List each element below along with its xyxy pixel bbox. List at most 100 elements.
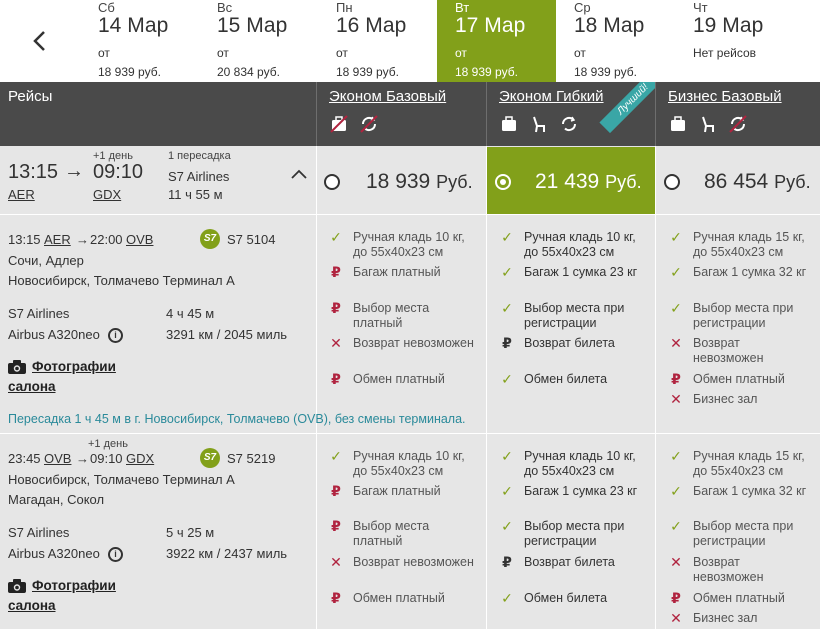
date-tab-1[interactable]: Вс 15 Мар от 20 834 руб. (199, 0, 318, 82)
feature-item: ✓ Багаж 1 сумка 23 кг (501, 483, 638, 499)
segment-airline: S7 Airlines (8, 525, 70, 540)
chevron-up-icon[interactable] (290, 168, 308, 180)
segment-arr-code[interactable]: GDX (126, 451, 155, 466)
feature-item: ✕ Возврат невозможен (670, 554, 764, 585)
aircraft: Airbus A320neo (8, 327, 100, 342)
feature-item: ₽ Обмен платный (331, 372, 478, 387)
segment-distance: 3291 км / 2045 миль (166, 327, 288, 342)
date-bar: Сб 14 Мар от 18 939 руб. Вс 15 Мар от 20… (0, 0, 820, 82)
check-icon: ✓ (670, 300, 682, 316)
check-icon: ✓ (501, 518, 513, 534)
from-city: Сочи, Адлер (8, 253, 84, 268)
divider (316, 82, 317, 146)
best-badge: Лучший! (599, 82, 655, 134)
check-icon: ✓ (501, 264, 513, 280)
check-icon: ✓ (501, 590, 513, 606)
segment-arr-code[interactable]: OVB (126, 232, 154, 247)
fare-title[interactable]: Бизнес Базовый (668, 88, 782, 105)
arrival-time: 09:10 (93, 161, 144, 183)
fare-header: Рейсы Эконом Базовый Эконом Гибкий Лучши… (0, 82, 820, 146)
to-city: Новосибирск, Толмачево Терминал А (8, 273, 235, 288)
fare-economy-basic[interactable]: Эконом Базовый (317, 82, 486, 146)
day-from: от (98, 46, 110, 60)
selected-fare-cell (487, 147, 655, 214)
segment-duration: 4 ч 45 м (166, 306, 215, 321)
fare-radio-economy-basic[interactable] (324, 174, 340, 190)
cabin-photos-link[interactable]: Фотографии салона (8, 578, 116, 613)
arrow-right-icon: → (76, 232, 89, 247)
date-tab-0[interactable]: Сб 14 Мар от 18 939 руб. (80, 0, 199, 82)
day-price: 18 939 руб. (98, 65, 161, 79)
feature-item: ✕ Возврат невозможен (330, 554, 474, 570)
day-price: 18 939 руб. (574, 65, 637, 79)
flights-header: Рейсы (0, 82, 316, 146)
check-icon: ✓ (501, 229, 513, 245)
feature-item: ✓ Ручная кладь 10 кг, до 55х40х23 см (330, 229, 465, 260)
aircraft: Airbus A320neo (8, 546, 100, 561)
ruble-icon: ₽ (502, 335, 512, 351)
feature-item: ✓ Ручная кладь 15 кг, до 55х40х23 см (670, 448, 805, 479)
s7-logo-icon: S7 (200, 229, 220, 249)
departure-code[interactable]: AER (8, 187, 35, 202)
fare-economy-flex[interactable]: Эконом Гибкий Лучший! (487, 82, 655, 146)
back-button[interactable] (0, 0, 80, 82)
cross-icon: ✕ (670, 335, 682, 351)
segment-airline: S7 Airlines (8, 306, 70, 321)
stops-label: 1 пересадка (168, 150, 231, 162)
feature-item: ✓ Выбор места при регистрации (501, 518, 625, 549)
feature-item: ₽ Возврат билета (502, 555, 649, 570)
check-icon: ✓ (501, 371, 513, 387)
flights-title: Рейсы (8, 88, 53, 105)
info-icon[interactable]: i (108, 328, 123, 343)
arrival-code[interactable]: GDX (93, 187, 122, 202)
fare-title[interactable]: Эконом Гибкий (499, 88, 604, 105)
next-day-label: +1 день (88, 438, 128, 450)
ruble-icon: ₽ (331, 371, 341, 387)
day-from: от (574, 46, 586, 60)
date-tab-4[interactable]: Ср 18 Мар от 18 939 руб. (556, 0, 675, 82)
divider (486, 82, 487, 146)
segment-dep-code[interactable]: AER (44, 232, 71, 247)
segment-dep-code[interactable]: OVB (44, 451, 72, 466)
price-economy-flex: 21 439 Руб. (535, 170, 642, 194)
fare-radio-economy-flex[interactable] (495, 174, 511, 190)
feature-item: ₽ Выбор места платный (331, 519, 478, 549)
check-icon: ✓ (501, 448, 513, 464)
check-icon: ✓ (501, 300, 513, 316)
fare-title[interactable]: Эконом Базовый (329, 88, 447, 105)
cross-icon: ✕ (330, 335, 342, 351)
ruble-icon: ₽ (331, 300, 341, 316)
date-tab-5[interactable]: Чт 19 Мар Нет рейсов (675, 0, 794, 82)
date-tab-2[interactable]: Пн 16 Мар от 18 939 руб. (318, 0, 437, 82)
day-of-week: Пн (336, 0, 353, 15)
feature-item: ✕ Бизнес зал (670, 391, 758, 407)
day-date: 16 Мар (336, 14, 407, 37)
info-icon[interactable]: i (108, 547, 123, 562)
departure-time: 13:15 (8, 161, 59, 183)
feature-item: ✓ Ручная кладь 10 кг, до 55х40х23 см (330, 448, 465, 479)
seat-icon (698, 114, 718, 134)
price-currency: Руб. (436, 172, 473, 192)
next-day-label: +1 день (93, 150, 133, 162)
no-refund-icon (359, 114, 379, 134)
fare-business-basic[interactable]: Бизнес Базовый (656, 82, 820, 146)
feature-item: ✓ Багаж 1 сумка 23 кг (501, 264, 638, 280)
ruble-icon: ₽ (331, 264, 341, 280)
day-date: 18 Мар (574, 14, 645, 37)
cabin-photos-link[interactable]: Фотографии салона (8, 359, 116, 394)
camera-icon (8, 579, 26, 593)
chevron-left-icon (33, 31, 45, 51)
date-tab-3[interactable]: Вт 17 Мар от 18 939 руб. (437, 0, 556, 82)
price-currency: Руб. (605, 172, 642, 192)
cross-icon: ✕ (670, 610, 682, 626)
feature-item: ₽ Обмен платный (331, 591, 478, 606)
day-date: 19 Мар (693, 14, 764, 37)
day-date: 14 Мар (98, 14, 169, 37)
seat-icon (529, 114, 549, 134)
baggage-icon (499, 114, 519, 134)
camera-icon (8, 360, 26, 374)
feature-item: ✓ Багаж 1 сумка 32 кг (670, 264, 807, 280)
check-icon: ✓ (330, 229, 342, 245)
fare-radio-business-basic[interactable] (664, 174, 680, 190)
arrow-right-icon: → (64, 160, 84, 182)
